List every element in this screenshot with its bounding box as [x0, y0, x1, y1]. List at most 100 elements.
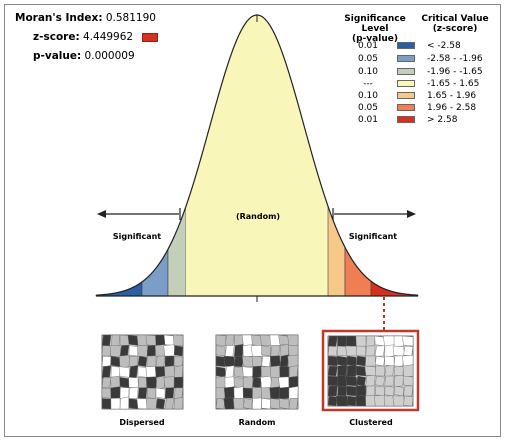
- map-polygon: [128, 398, 139, 410]
- critical-value-header-line1: Critical Value: [421, 14, 489, 24]
- map-polygon: [146, 387, 157, 399]
- map-polygon: [224, 334, 235, 347]
- map-polygon: [365, 374, 376, 388]
- map-polygon: [270, 398, 281, 410]
- map-polygon: [374, 375, 385, 387]
- map-polygon: [252, 377, 262, 389]
- map-polygon: [101, 365, 112, 379]
- clustered-label: Clustered: [349, 418, 393, 427]
- map-polygon: [215, 366, 226, 378]
- map-polygon: [137, 345, 148, 357]
- p-value-value: 0.000009: [84, 50, 135, 62]
- map-polygon: [287, 334, 299, 347]
- map-polygon: [164, 387, 175, 400]
- clustered-highlight-border: [321, 329, 420, 412]
- map-polygon: [365, 394, 376, 407]
- map-polygon: [110, 355, 121, 367]
- map-polygon: [215, 345, 226, 357]
- map-polygon: [279, 366, 290, 378]
- map-polygon: [402, 364, 414, 378]
- legend-p-value: 0.05: [357, 54, 379, 64]
- map-polygon: [384, 355, 395, 367]
- legend-row: 0.10 1.65 - 1.96: [0, 91, 497, 102]
- legend-p-value: 0.10: [357, 91, 379, 101]
- legend-swatch: [397, 80, 415, 87]
- map-polygon: [365, 385, 376, 397]
- map-polygon: [109, 345, 122, 357]
- map-polygon: [101, 387, 112, 399]
- map-polygon: [337, 345, 348, 357]
- p-value-label: p-value:: [33, 50, 82, 62]
- map-polygon: [356, 345, 367, 357]
- map-polygon: [101, 377, 112, 389]
- significant-left-label: Significant: [113, 232, 161, 241]
- map-polygon: [172, 334, 184, 346]
- curve-band: [370, 280, 419, 297]
- map-polygon: [137, 366, 148, 378]
- map-polygon: [163, 376, 176, 389]
- legend-z-range: -1.65 - 1.65: [427, 79, 480, 89]
- legend-p-value: 0.01: [357, 41, 379, 51]
- map-polygon: [327, 355, 338, 367]
- map-polygon: [335, 395, 349, 407]
- map-polygon: [137, 377, 148, 389]
- map-polygon: [110, 397, 121, 410]
- map-polygon: [327, 335, 338, 347]
- map-polygon: [155, 355, 166, 368]
- map-polygon: [251, 355, 263, 367]
- legend-z-range: -2.58 - -1.96: [427, 54, 483, 64]
- dispersed-label: Dispersed: [119, 418, 164, 427]
- map-polygon: [119, 344, 130, 357]
- map-polygon: [163, 344, 176, 358]
- critical-value-header: Critical Value (z-score): [420, 14, 490, 34]
- significant-right-label: Significant: [349, 232, 397, 241]
- legend-p-value: 0.10: [357, 67, 379, 77]
- map-polygon: [252, 365, 262, 379]
- map-polygon: [173, 397, 184, 410]
- map-polygon: [270, 365, 281, 379]
- p-value-row: p-value: 0.000009: [33, 50, 135, 62]
- clustered-map-thumbnail: [327, 335, 414, 407]
- legend-z-range: > 2.58: [427, 115, 458, 125]
- critical-value-header-line2: (z-score): [432, 24, 478, 34]
- z-score-value: 4.449962: [83, 31, 134, 43]
- map-polygon: [260, 375, 272, 390]
- legend-row: 0.05 -2.58 - -1.96: [0, 54, 497, 65]
- map-polygon: [110, 366, 121, 378]
- map-polygon: [233, 343, 244, 358]
- map-polygon: [233, 397, 245, 410]
- map-polygon: [355, 395, 367, 407]
- z-score-row: z-score: 4.449962: [33, 31, 159, 43]
- map-polygon: [365, 345, 376, 357]
- legend-p-value: ---: [363, 79, 373, 89]
- map-polygon: [260, 366, 272, 378]
- map-polygon: [269, 386, 282, 400]
- map-polygon: [164, 397, 175, 410]
- legend-z-range: 1.65 - 1.96: [427, 91, 477, 101]
- map-polygon: [270, 355, 281, 368]
- random-label-pattern: Random: [239, 418, 276, 427]
- legend-row: 0.05 1.96 - 2.58: [0, 103, 497, 114]
- right-arrowhead: [407, 210, 416, 218]
- map-polygon: [173, 376, 184, 389]
- map-polygon: [128, 387, 139, 399]
- map-polygon: [356, 375, 367, 387]
- legend-z-range: < -2.58: [427, 41, 461, 51]
- random-map-thumbnail: [215, 334, 299, 410]
- moran-index-label: Moran's Index:: [15, 12, 103, 24]
- map-polygon: [119, 334, 130, 346]
- map-polygon: [233, 366, 244, 378]
- map-polygon: [346, 364, 357, 378]
- map-polygon: [242, 376, 253, 389]
- map-polygon: [128, 345, 139, 357]
- map-polygon: [155, 387, 166, 399]
- map-polygon: [101, 334, 112, 348]
- map-polygon: [243, 398, 253, 410]
- significance-header-line2: (p-value): [352, 34, 398, 44]
- map-polygon: [173, 355, 184, 367]
- map-polygon: [119, 377, 130, 389]
- map-polygon: [374, 385, 385, 397]
- map-polygon: [288, 397, 299, 410]
- map-polygon: [345, 345, 358, 357]
- map-polygon: [355, 384, 367, 398]
